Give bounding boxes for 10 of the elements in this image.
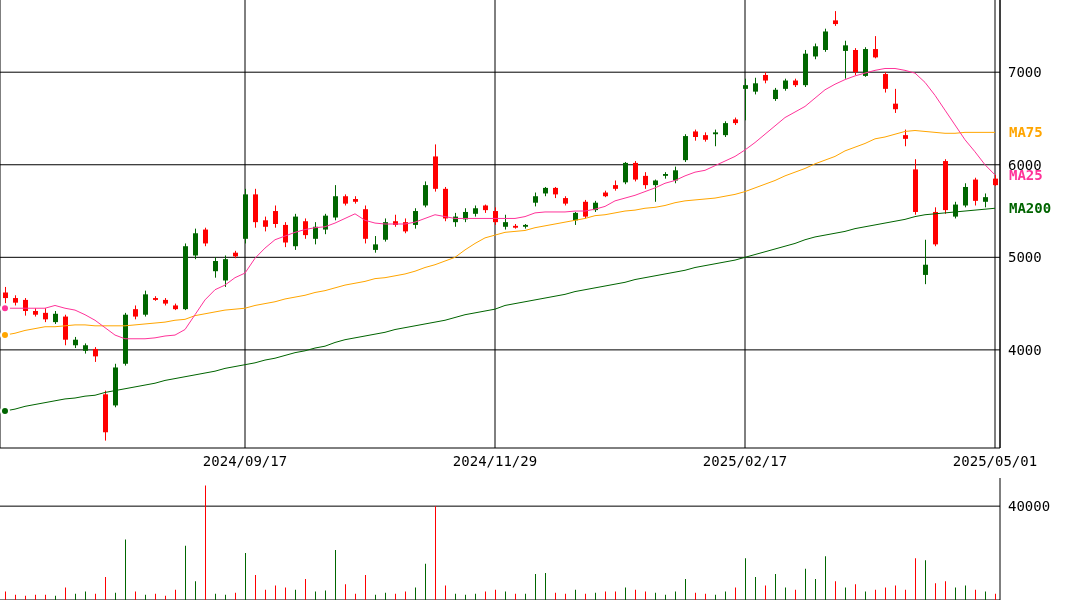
y-tick-label: 4000 xyxy=(1008,341,1042,358)
x-tick-label: 2024/11/29 xyxy=(452,452,538,469)
x-tick-label: 2025/02/17 xyxy=(702,452,788,469)
y-tick-label: 40000 xyxy=(1008,498,1051,515)
x-tick-label: 2024/09/17 xyxy=(202,452,288,469)
series-label: MA75 xyxy=(1009,124,1043,141)
series-label: MA200 xyxy=(1009,200,1052,217)
y-tick-label: 5000 xyxy=(1008,249,1042,266)
x-tick-label: 2025/05/01 xyxy=(952,452,1038,469)
y-tick-label: 7000 xyxy=(1008,64,1042,81)
